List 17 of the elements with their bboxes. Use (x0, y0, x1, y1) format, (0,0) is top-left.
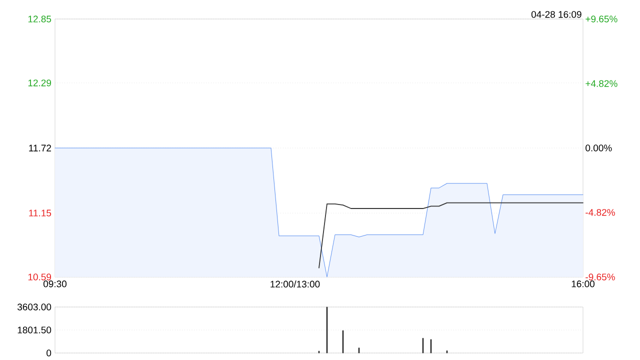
y-tick-label: 11.15 (29, 210, 52, 216)
x-tick-label: 09:30 (43, 280, 67, 288)
y-tick-label: 12.29 (28, 80, 52, 86)
y2-tick-label: +9.65% (586, 16, 618, 22)
y-tick-label: 1801.50 (18, 326, 52, 334)
y-tick-label: 11.72 (29, 144, 51, 152)
y-tick-label: 10.59 (28, 274, 52, 280)
x-tick-label: 16:00 (572, 280, 595, 288)
y2-tick-label: -4.82% (586, 209, 615, 216)
y-tick-label: 3603.00 (17, 304, 52, 310)
y-tick-label: 12.85 (28, 16, 52, 22)
x-tick-label: 12:00/13:00 (270, 280, 320, 288)
y2-tick-label: 0.00% (586, 144, 612, 152)
y2-tick-label: -9.65% (586, 274, 615, 280)
y-tick-label: 0 (46, 350, 52, 356)
y2-tick-label: +4.82% (586, 80, 618, 87)
chart-subtitle: 04-28 16:09 (531, 11, 582, 18)
